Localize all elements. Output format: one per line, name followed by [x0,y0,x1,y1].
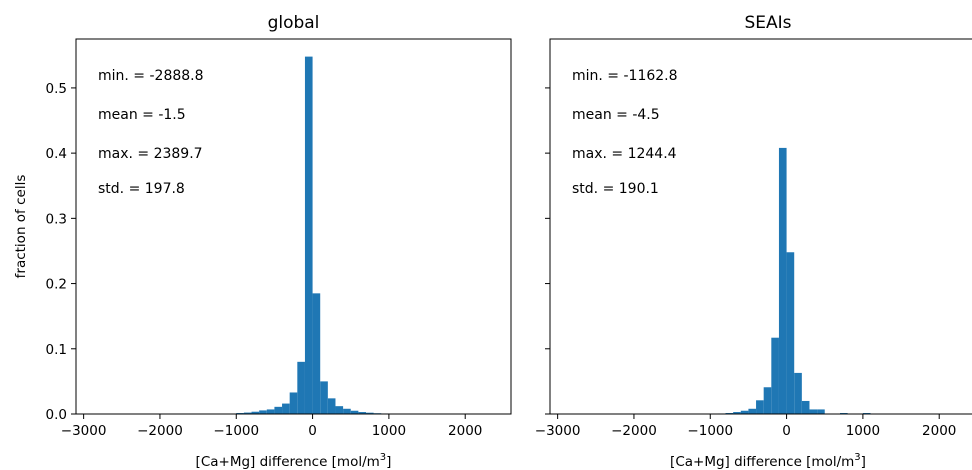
stat-max: max. = 1244.4 [572,146,677,162]
x-tick-label: 2000 [922,423,956,439]
y-axis-ticks [545,87,550,415]
x-tick-label: −1000 [213,423,259,439]
x-axis-ticks: −3000 −2000 −1000 0 1000 2000 [61,414,482,439]
panel-title: global [268,13,320,33]
histogram-bar [801,400,810,414]
histogram-bar [312,293,321,414]
histogram-bar [748,408,757,414]
histogram-bar [763,387,772,414]
histogram-bar [778,147,787,414]
axes-frame [75,38,512,415]
histogram-bar [733,412,741,414]
histogram-bar [274,406,283,414]
histogram-bar [335,406,344,414]
y-axis-ticks: 0.0 0.1 0.2 0.3 0.4 0.5 [46,81,76,423]
y-tick-label: 0.4 [46,146,67,162]
histogram-bar [343,408,351,414]
x-tick-label: −3000 [535,423,581,439]
y-tick-label: 0.2 [46,277,67,293]
histogram-bar [297,361,305,414]
panel-global: global −3000 −2000 −1000 0 1000 2000 0.00.10.… [13,13,512,470]
panel-seais: SEAIs −3000 −2000 −1000 0 1000 2000 min. = -1… [535,13,972,470]
panel-title: SEAIs [744,13,791,33]
histogram-bar [243,412,252,414]
axes-frame [549,38,972,415]
stat-std: std. = 197.8 [98,181,185,197]
stat-min: min. = -1162.8 [572,68,678,84]
stat-mean: mean = -1.5 [98,107,186,123]
stat-std: std. = 190.1 [572,181,659,197]
histogram-bar [366,412,374,414]
x-tick-label: 1000 [846,423,880,439]
x-tick-label: 0 [308,423,317,439]
y-tick-label: 0.1 [46,342,67,358]
histogram-bar [327,398,336,414]
histogram-bar [794,372,802,414]
statistics-annotations: min. = -1162.8 mean = -4.5 max. = 1244.4… [572,68,678,197]
histogram-bar [817,409,825,414]
histogram-bar [289,392,298,414]
x-axis-label: [Ca+Mg] difference [mol/m3] [196,452,392,470]
histogram-bar [259,410,267,414]
histogram-bar [358,412,366,414]
histogram-bar [740,410,749,414]
y-tick-label: 0.3 [46,211,67,227]
histogram-bar [304,56,313,415]
x-axis-label-close: ] [386,454,391,470]
histogram-bar [282,403,290,414]
x-tick-label: 2000 [448,423,482,439]
x-axis-label-text: [Ca+Mg] difference [mol/m [670,454,854,470]
stat-min: min. = -2888.8 [98,68,204,84]
x-axis-label-superscript: 3 [854,452,860,463]
histogram-bar [756,400,764,414]
x-tick-label: −2000 [137,423,183,439]
histogram-bars [236,56,397,415]
y-axis-label: fraction of cells [13,175,29,279]
histogram-bar [809,409,818,414]
x-tick-label: −3000 [61,423,107,439]
x-tick-label: −2000 [611,423,657,439]
statistics-annotations: min. = -2888.8 mean = -1.5 max. = 2389.7… [98,68,204,197]
stat-mean: mean = -4.5 [572,107,660,123]
y-tick-label: 0.0 [46,407,67,423]
histogram-bar [266,409,275,414]
x-tick-label: −1000 [687,423,733,439]
x-tick-label: 1000 [372,423,406,439]
y-tick-label: 0.5 [46,81,67,97]
x-axis-label-text: [Ca+Mg] difference [mol/m [196,454,380,470]
histogram-bar [251,411,260,414]
stat-max: max. = 2389.7 [98,146,203,162]
histogram-bar [320,381,328,414]
histogram-bar [786,252,795,414]
x-axis-label-close: ] [861,454,866,470]
histogram-bar [350,410,359,414]
histogram-bars [717,147,871,414]
x-axis-label-superscript: 3 [380,452,386,463]
x-axis-ticks: −3000 −2000 −1000 0 1000 2000 [535,414,956,439]
x-axis-label: [Ca+Mg] difference [mol/m3] [670,452,866,470]
x-tick-label: 0 [782,423,791,439]
histogram-bar [771,337,779,414]
